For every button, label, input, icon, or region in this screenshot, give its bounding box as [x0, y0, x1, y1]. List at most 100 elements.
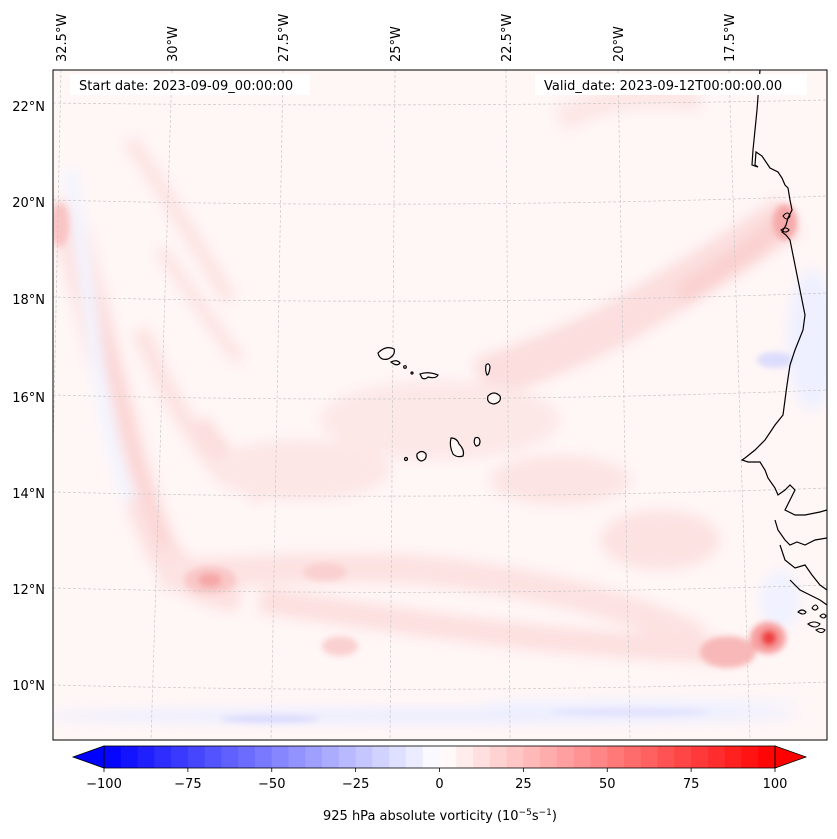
colorbar-segments	[104, 746, 776, 768]
colorbar-segment	[405, 746, 424, 768]
colorbar-segment	[590, 746, 608, 768]
colorbar-segment	[104, 746, 122, 768]
colorbar-segment	[221, 746, 239, 768]
gridline-lon-32.5	[53, 70, 62, 470]
gridline-lat-18	[53, 292, 827, 302]
colorbar-label-text: 925 hPa absolute vorticity (10	[323, 809, 519, 824]
positive-band-north	[554, 84, 702, 131]
colorbar-segment	[624, 746, 642, 768]
colorbar-label-unit: s	[532, 809, 539, 824]
colorbar-tick-label: −75	[174, 777, 201, 792]
colorbar-ticks: −100 −75 −50 −25 0 25 50 75 100	[86, 768, 787, 792]
positive-max	[322, 636, 358, 656]
gridline-lat-14	[53, 487, 827, 497]
island-brava	[403, 456, 409, 462]
island-sao-vicente	[389, 360, 401, 366]
positive-area	[490, 455, 630, 505]
colorbar-segment	[187, 746, 206, 768]
cape-verde-islands	[377, 347, 501, 462]
colorbar-extend-min-arrow	[71, 745, 105, 769]
colorbar-segment	[372, 746, 390, 768]
colorbar-segment	[355, 746, 373, 768]
positive-max-west-edge	[53, 203, 69, 247]
colorbar-tick-label: −50	[258, 777, 285, 792]
colorbar-segment	[506, 746, 524, 768]
lon-label: 32.5°W	[55, 14, 70, 62]
colorbar-segment	[422, 746, 440, 768]
positive-max	[303, 563, 347, 581]
gridline-lon-20	[617, 70, 631, 740]
lat-label: 14°N	[12, 487, 45, 502]
positive-area	[210, 440, 390, 500]
colorbar-segment	[171, 746, 189, 768]
colorbar: −100 −75 −50 −25 0 25 50 75 100 925 hPa absolute…	[71, 745, 808, 824]
colorbar-segment	[288, 746, 306, 768]
negative-band-south	[480, 699, 800, 711]
colorbar-segment	[573, 746, 591, 768]
lon-label: 25°W	[389, 26, 404, 62]
colorbar-segment	[707, 746, 726, 768]
coastline-west-africa	[740, 70, 827, 516]
gridline-lat-22	[53, 99, 827, 106]
colorbar-segment	[473, 746, 491, 768]
colorbar-segment	[338, 746, 357, 768]
island-outline	[819, 613, 827, 619]
island-santiago	[449, 437, 465, 458]
colorbar-label-exponent: −1	[539, 808, 552, 818]
colorbar-segment	[741, 746, 759, 768]
negative-area-coast	[760, 570, 800, 630]
colorbar-segment	[607, 746, 625, 768]
colorbar-segment	[204, 746, 222, 768]
lat-label: 12°N	[12, 583, 45, 598]
lon-label: 20°W	[612, 26, 627, 62]
positive-max-secondary	[700, 636, 756, 668]
positive-area	[600, 510, 720, 570]
island-boa-vista	[487, 392, 501, 405]
colorbar-segment	[674, 746, 692, 768]
vorticity-field	[53, 84, 827, 724]
island-sao-nicolau	[419, 372, 439, 380]
positive-streak	[154, 245, 246, 365]
negative-strip-west	[63, 169, 137, 503]
colorbar-tick-label: 25	[515, 777, 532, 792]
start-date-box	[70, 74, 310, 95]
lat-label: 16°N	[12, 391, 45, 406]
bijagos-islands	[797, 604, 827, 634]
coastline-gambia-guinea	[774, 519, 827, 606]
colorbar-segment	[556, 746, 575, 768]
lon-label: 17.5°W	[723, 14, 738, 62]
graticule	[53, 70, 827, 740]
gridline-lon-30	[150, 70, 173, 740]
start-date-text: Start date: 2023-09-09_00:00:00	[79, 79, 293, 94]
map-frame	[52, 69, 828, 741]
colorbar-tick-label: 50	[599, 777, 616, 792]
colorbar-segment	[439, 746, 457, 768]
island-outline	[782, 212, 791, 220]
lat-label: 18°N	[12, 293, 45, 308]
island-outline	[797, 609, 807, 615]
lon-label: 30°W	[166, 26, 181, 62]
colorbar-segment	[456, 746, 474, 768]
colorbar-segment	[238, 746, 256, 768]
valid-date-text: Valid_date: 2023-09-12T00:00:00.00	[544, 79, 782, 94]
island-santa-luzia	[403, 365, 407, 369]
colorbar-tick-label: 75	[683, 777, 700, 792]
island-sal	[485, 363, 491, 376]
latitude-labels: 22°N 20°N 18°N 16°N 14°N 12°N 10°N	[12, 100, 45, 694]
map-panel[interactable]: Start date: 2023-09-09_00:00:00 Valid_da…	[40, 70, 836, 740]
positive-band-12n	[159, 552, 707, 654]
valid-date-box	[535, 74, 807, 95]
negative-min-south	[220, 715, 320, 723]
colorbar-segment	[120, 746, 139, 768]
negative-area-coast	[788, 270, 827, 410]
lat-label: 10°N	[12, 679, 45, 694]
island-islet	[410, 371, 414, 375]
colorbar-label-exponent: −5	[519, 808, 532, 818]
positive-band-11n	[258, 587, 721, 663]
lon-label: 22.5°W	[500, 14, 515, 62]
gridline-lat-10	[53, 681, 827, 690]
lat-label: 20°N	[12, 196, 45, 211]
colorbar-segment	[271, 746, 290, 768]
colorbar-extend-max-arrow	[774, 745, 808, 769]
